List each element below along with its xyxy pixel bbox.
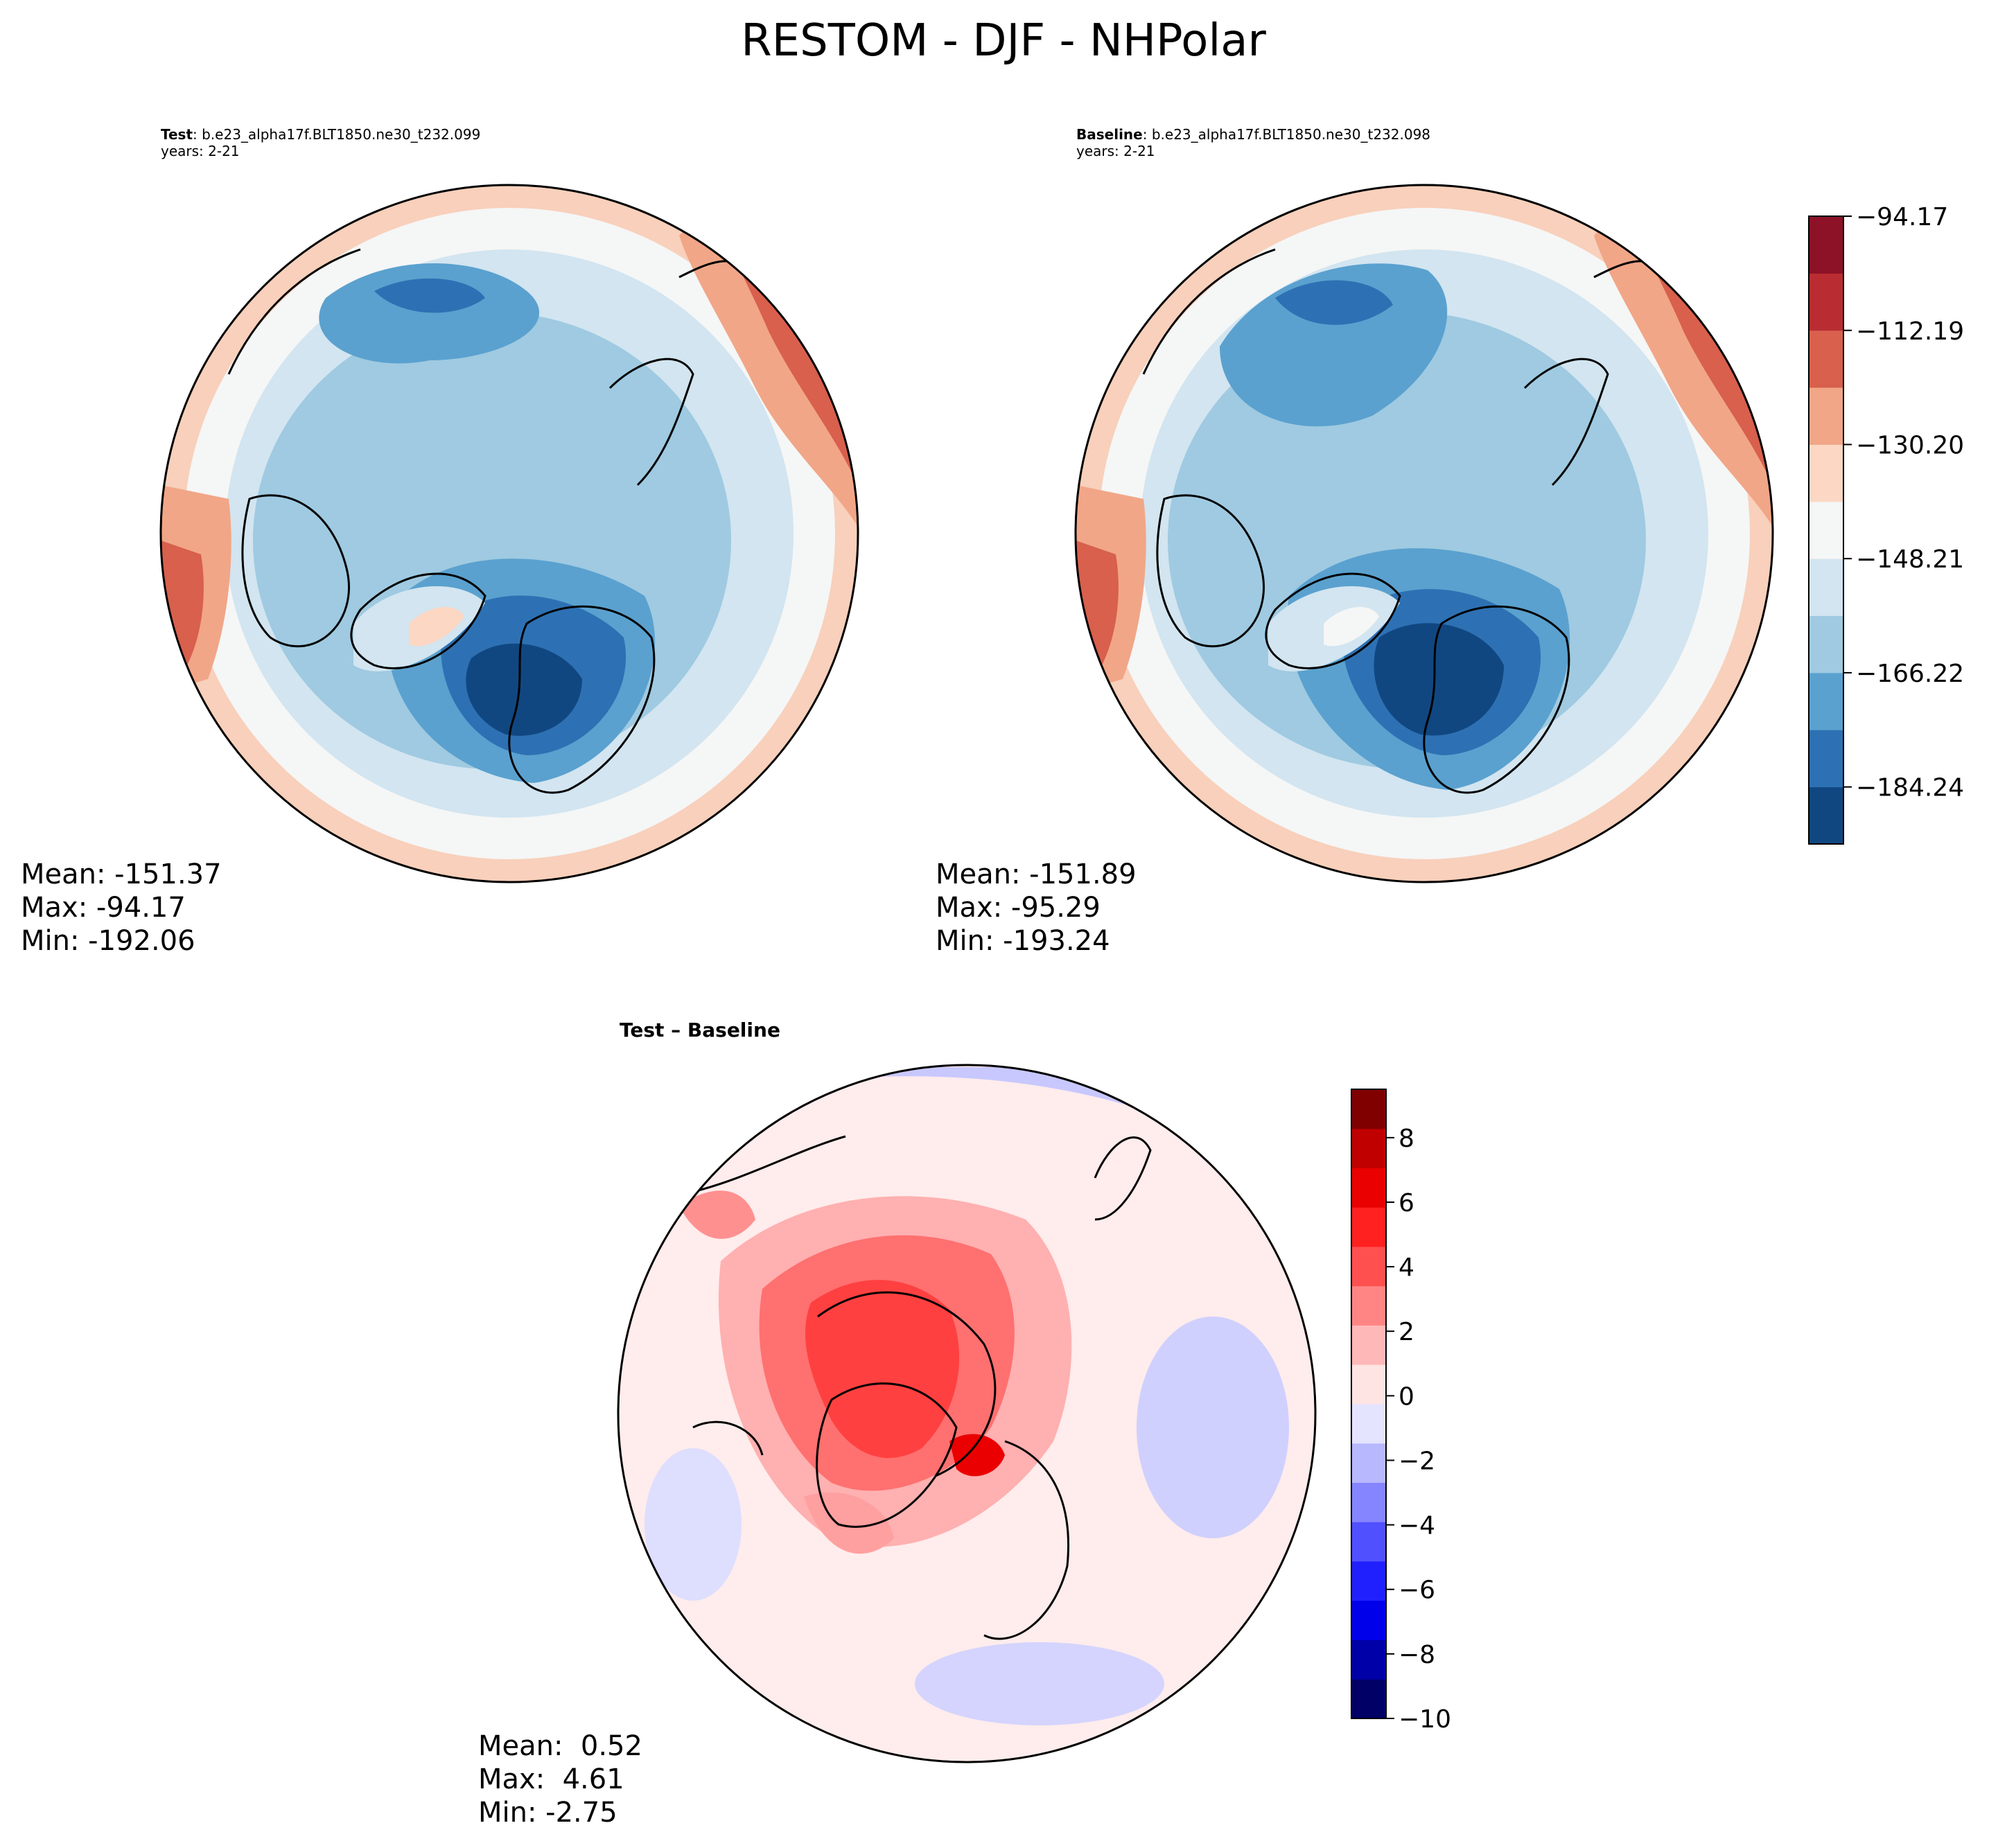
main-colorbar-band bbox=[1809, 730, 1843, 788]
main-colorbar-band bbox=[1809, 387, 1843, 445]
diff-stats: Mean: 0.52 Max: 4.61 Min: -2.75 bbox=[478, 1730, 642, 1829]
diff-colorbar: 8 6 4 2 0 −2 −4 −6 −8 −10 bbox=[1351, 1089, 1451, 1734]
diff-colorbar-band bbox=[1351, 1443, 1386, 1483]
main-colorbar-band bbox=[1809, 501, 1843, 559]
baseline-label-case: : b.e23_alpha17f.BLT1850.ne30_t232.098 bbox=[1142, 126, 1431, 143]
diff-colorbar-band bbox=[1351, 1679, 1386, 1719]
baseline-stats: Mean: -151.89 Max: -95.29 Min: -193.24 bbox=[936, 858, 1137, 958]
diff-colorbar-tick-label: 4 bbox=[1399, 1253, 1414, 1282]
main-colorbar-tick-label: −94.17 bbox=[1856, 203, 1948, 231]
diff-colorbar-band bbox=[1351, 1404, 1386, 1444]
diff-colorbar-band bbox=[1351, 1561, 1386, 1601]
main-colorbar-tick-label: −112.19 bbox=[1856, 317, 1964, 346]
main-colorbar-band bbox=[1809, 786, 1843, 845]
test-label-case: : b.e23_alpha17f.BLT1850.ne30_t232.099 bbox=[193, 126, 481, 143]
diff-colorbar-band bbox=[1351, 1207, 1386, 1247]
baseline-label-bold: Baseline bbox=[1076, 126, 1143, 143]
main-colorbar-tick-label: −166.22 bbox=[1856, 660, 1964, 688]
main-colorbar-band bbox=[1809, 615, 1843, 674]
diff-colorbar-tick-label: −10 bbox=[1399, 1705, 1451, 1734]
test-years: years: 2-21 bbox=[161, 143, 240, 159]
baseline-min: Min: -193.24 bbox=[936, 925, 1110, 957]
test-mean: Mean: -151.37 bbox=[21, 859, 222, 890]
test-max: Max: -94.17 bbox=[21, 892, 186, 924]
baseline-panel-subtitle: Baseline: b.e23_alpha17f.BLT1850.ne30_t2… bbox=[1076, 126, 1430, 159]
main-colorbar-band bbox=[1809, 444, 1843, 502]
diff-colorbar-band bbox=[1351, 1285, 1386, 1326]
main-colorbar-frame bbox=[1808, 215, 1844, 845]
baseline-years: years: 2-21 bbox=[1076, 143, 1155, 159]
diff-map-border bbox=[617, 1064, 1317, 1763]
test-map-border bbox=[159, 184, 859, 883]
test-min: Min: -192.06 bbox=[21, 925, 195, 957]
diff-colorbar-tick-label: −4 bbox=[1399, 1512, 1435, 1540]
baseline-mean: Mean: -151.89 bbox=[936, 859, 1137, 890]
diff-colorbar-tick-label: −2 bbox=[1399, 1447, 1435, 1475]
main-colorbar-band bbox=[1809, 558, 1843, 617]
diff-colorbar-band bbox=[1351, 1247, 1386, 1287]
diff-panel-title: Test – Baseline bbox=[620, 1019, 780, 1041]
diff-colorbar-tick-label: −8 bbox=[1399, 1641, 1435, 1669]
main-colorbar-tick-label: −130.20 bbox=[1856, 431, 1964, 459]
diff-colorbar-band bbox=[1351, 1128, 1386, 1168]
diff-colorbar-band bbox=[1351, 1089, 1386, 1129]
main-colorbar-tick-label: −148.21 bbox=[1856, 545, 1964, 574]
main-colorbar-band bbox=[1809, 330, 1843, 388]
baseline-map bbox=[1076, 185, 1773, 882]
test-panel-subtitle: Test: b.e23_alpha17f.BLT1850.ne30_t232.0… bbox=[161, 126, 480, 159]
diff-colorbar-band bbox=[1351, 1325, 1386, 1365]
diff-colorbar-tick-label: 8 bbox=[1399, 1125, 1414, 1153]
diff-min: Min: -2.75 bbox=[478, 1797, 617, 1829]
diff-colorbar-band bbox=[1351, 1168, 1386, 1208]
test-map bbox=[161, 185, 858, 882]
diff-mean: Mean: 0.52 bbox=[478, 1730, 642, 1762]
test-label-bold: Test bbox=[161, 126, 193, 143]
baseline-max: Max: -95.29 bbox=[936, 892, 1101, 924]
diff-colorbar-tick-label: 0 bbox=[1399, 1382, 1414, 1411]
main-colorbar-band bbox=[1809, 273, 1843, 331]
diff-colorbar-tick-label: 2 bbox=[1399, 1318, 1414, 1346]
main-colorbar-band bbox=[1809, 672, 1843, 730]
diff-colorbar-band bbox=[1351, 1522, 1386, 1562]
diff-colorbar-band bbox=[1351, 1600, 1386, 1640]
diff-map bbox=[618, 1065, 1315, 1762]
diff-colorbar-band bbox=[1351, 1639, 1386, 1680]
main-colorbar-band bbox=[1809, 216, 1843, 274]
main-colorbar: −94.17 −112.19 −130.20 −148.21 −166.22 −184.2… bbox=[1808, 203, 1964, 845]
diff-colorbar-tick-label: −6 bbox=[1399, 1576, 1435, 1605]
diff-colorbar-band bbox=[1351, 1482, 1386, 1522]
diff-colorbar-frame bbox=[1351, 1089, 1387, 1719]
figure-title: RESTOM - DJF - NHPolar bbox=[741, 15, 1266, 67]
diff-colorbar-tick-label: 6 bbox=[1399, 1189, 1414, 1217]
baseline-map-border bbox=[1074, 184, 1774, 883]
diff-max: Max: 4.61 bbox=[478, 1763, 624, 1795]
main-colorbar-tick-label: −184.24 bbox=[1856, 774, 1964, 802]
diff-colorbar-band bbox=[1351, 1364, 1386, 1405]
test-stats: Mean: -151.37 Max: -94.17 Min: -192.06 bbox=[21, 858, 222, 958]
